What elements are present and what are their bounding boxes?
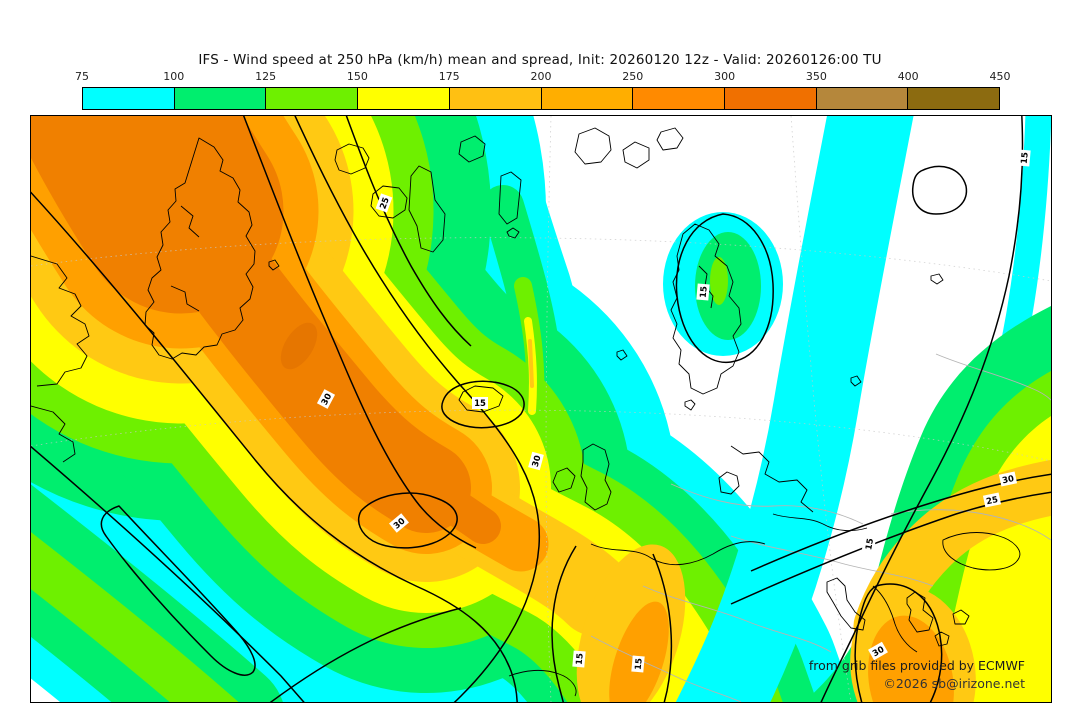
credit-source: from grib files provided by ECMWF — [808, 658, 1025, 673]
colorbar-tick: 150 — [346, 70, 368, 83]
contour-label: 30 — [316, 389, 336, 409]
colorbar-segment — [174, 88, 267, 109]
colorbar-segment — [541, 88, 634, 109]
colorbar-tick: 250 — [622, 70, 644, 83]
svg-text:15: 15 — [699, 286, 710, 299]
svg-text:25: 25 — [985, 495, 999, 507]
svg-text:15: 15 — [864, 537, 876, 550]
colorbar-segment — [358, 88, 450, 109]
credit-copyright: ©2026 sb@irizone.net — [883, 676, 1025, 691]
colorbar-segment — [449, 88, 542, 109]
colorbar-tick: 200 — [530, 70, 552, 83]
colorbar-tick: 75 — [75, 70, 89, 83]
svg-text:30: 30 — [320, 392, 334, 407]
colorbar-tick: 300 — [714, 70, 736, 83]
contour-label: 15 — [572, 650, 586, 668]
colorbar-segment — [633, 88, 725, 109]
contour-label: 15 — [631, 655, 645, 673]
contour-label: 15 — [472, 397, 488, 409]
colorbar-tick: 100 — [163, 70, 185, 83]
colorbar-segment — [724, 88, 817, 109]
svg-text:15: 15 — [575, 653, 586, 666]
colorbar-tick: 125 — [255, 70, 277, 83]
colorbar-tick: 450 — [989, 70, 1011, 83]
spread-contours — [31, 116, 1051, 702]
contour-label: 30 — [998, 471, 1018, 487]
contour-label: 25 — [375, 193, 393, 213]
svg-text:15: 15 — [634, 658, 645, 671]
colorbar-segment — [908, 88, 1000, 109]
svg-text:15: 15 — [1020, 152, 1031, 165]
contour-label: 15 — [861, 535, 877, 553]
coastlines — [31, 127, 1021, 697]
svg-text:30: 30 — [1001, 474, 1015, 486]
map-panel: 25 30 15 30 30 15 15 15 30 25 15 15 30 from grib fil… — [30, 115, 1052, 703]
contour-label: 25 — [982, 492, 1002, 508]
wind-speed-shading — [31, 116, 1051, 702]
contour-label: 30 — [528, 451, 544, 471]
country-borders — [590, 353, 1051, 702]
colorbar-tick: 175 — [438, 70, 460, 83]
svg-text:25: 25 — [378, 196, 391, 211]
colorbar-segment — [266, 88, 359, 109]
colorbar-tick: 350 — [805, 70, 827, 83]
svg-text:15: 15 — [474, 399, 486, 409]
svg-text:30: 30 — [531, 454, 544, 468]
colorbar-tick-labels: 75 100 125 150 175 200 250 300 350 400 450 — [75, 70, 1011, 85]
colorbar — [82, 87, 1000, 110]
chart-title: IFS - Wind speed at 250 hPa (km/h) mean … — [198, 52, 882, 68]
contour-label: 15 — [696, 283, 710, 301]
graticule-lines — [31, 116, 1051, 702]
colorbar-tick: 400 — [897, 70, 919, 83]
colorbar-segment — [83, 88, 175, 109]
colorbar-segment — [816, 88, 909, 109]
contour-label: 15 — [1017, 149, 1031, 167]
